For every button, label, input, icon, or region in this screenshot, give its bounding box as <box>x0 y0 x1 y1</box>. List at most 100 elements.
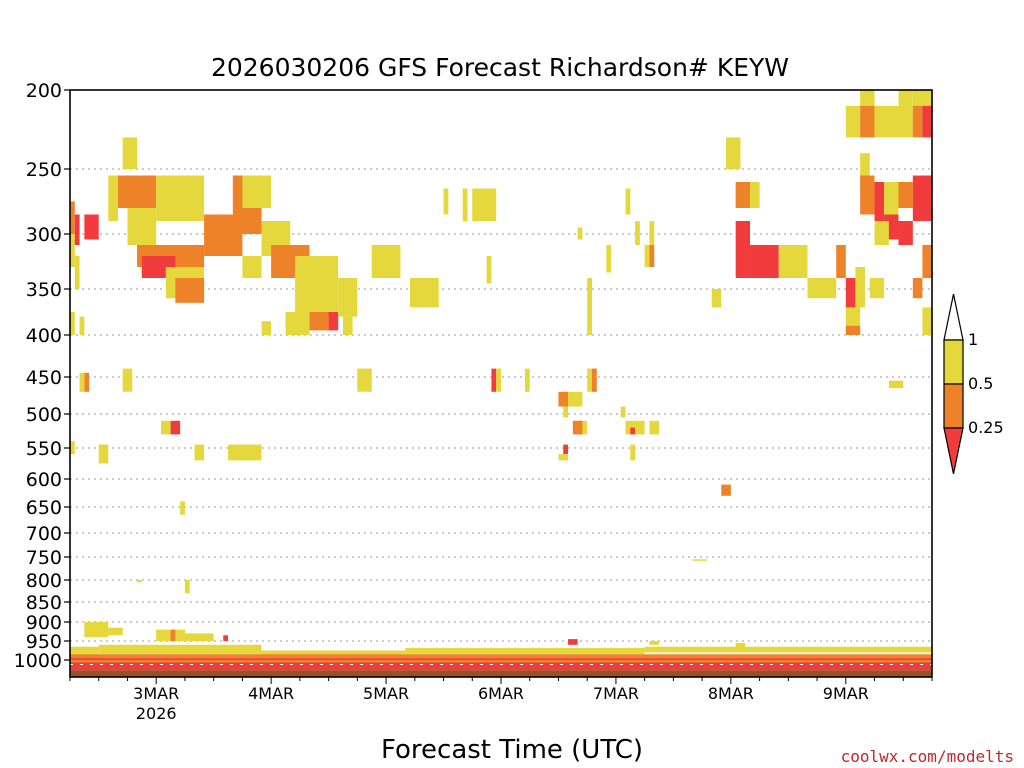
heatmap-cell <box>558 454 569 461</box>
heatmap-cell <box>74 256 80 289</box>
heatmap-cell <box>922 245 932 278</box>
heatmap-cell <box>860 90 875 106</box>
heatmap-cell <box>912 175 932 221</box>
heatmap-cell <box>98 644 262 655</box>
heatmap-cell <box>778 245 808 278</box>
heatmap-cell <box>309 312 329 331</box>
heatmap-cell <box>750 245 779 278</box>
x-tick-label: 5MAR <box>363 684 409 703</box>
heatmap-cell <box>620 406 626 418</box>
heatmap-cell <box>874 105 899 138</box>
gridlines <box>70 168 932 661</box>
heatmap-cell <box>108 175 118 221</box>
heatmap-cell <box>285 312 310 335</box>
heatmap-cell <box>98 444 109 464</box>
heatmap-cell <box>572 420 583 435</box>
heatmap-cell <box>750 182 760 208</box>
heatmap-cell <box>807 278 837 299</box>
heatmap-cell <box>371 245 401 278</box>
heatmap-cell <box>443 188 449 215</box>
heatmap-cell <box>70 654 932 659</box>
heatmap-cell <box>922 105 932 138</box>
heatmap-cell <box>180 501 185 515</box>
heatmap-cell <box>587 278 592 308</box>
x-axis-title: Forecast Time (UTC) <box>381 735 643 765</box>
heatmap-cell <box>261 321 272 335</box>
y-tick-label: 650 <box>26 497 62 519</box>
heatmap-cell <box>342 316 353 335</box>
heatmap-cell <box>874 182 885 221</box>
heatmap-cell <box>912 105 923 138</box>
y-axis: 200 250 300 350 400 450 500 550 600 650 7007508008… <box>14 80 70 672</box>
heatmap-cell <box>860 105 875 138</box>
heatmap-cell <box>912 90 932 106</box>
heatmap-cell <box>630 427 636 435</box>
heatmap-cell <box>261 650 406 657</box>
heatmap-cell <box>606 245 612 273</box>
y-tick-label: 300 <box>26 224 62 246</box>
heatmap-cell <box>70 660 932 663</box>
colorbar-box <box>943 339 964 385</box>
colorbar: 0.25 0.5 1 <box>943 293 1004 475</box>
heatmap-cell <box>898 90 913 138</box>
heatmap-cell <box>223 635 229 641</box>
heatmap-cell <box>242 175 272 208</box>
y-tick-label: 850 <box>26 592 62 614</box>
heatmap-cell <box>898 221 913 245</box>
y-tick-label: 450 <box>26 367 62 389</box>
heatmap-cell <box>644 646 932 653</box>
heatmap-cell <box>462 188 468 221</box>
heatmap-cells <box>70 90 932 671</box>
heatmap-cell <box>726 137 741 169</box>
x-tick-label: 6MAR <box>478 684 524 703</box>
heatmap-cell <box>563 444 569 455</box>
y-tick-label: 800 <box>26 570 62 592</box>
heatmap-cell <box>117 175 157 208</box>
colorbar-label: 1 <box>968 330 978 349</box>
y-tick-label: 900 <box>26 612 62 634</box>
heatmap-cell <box>625 420 636 435</box>
heatmap-cell <box>568 391 583 407</box>
heatmap-cell <box>127 208 157 245</box>
heatmap-cell <box>122 137 138 169</box>
heatmap-cell <box>558 391 569 407</box>
heatmap-cell <box>357 368 372 392</box>
heatmap-cell <box>70 441 75 455</box>
heatmap-cell <box>184 633 214 641</box>
x-tick-label: 9MAR <box>823 684 869 703</box>
heatmap-cell <box>874 221 889 245</box>
heatmap-cell <box>649 221 655 245</box>
x-tick-label: 8MAR <box>708 684 754 703</box>
ground-band <box>70 670 932 677</box>
heatmap-cell <box>563 406 569 418</box>
y-tick-label: 400 <box>26 325 62 347</box>
heatmap-cell <box>649 641 660 645</box>
y-tick-label: 550 <box>26 438 62 460</box>
x-tick-label: 3MAR <box>133 684 179 703</box>
heatmap-cell <box>524 368 530 392</box>
heatmap-cell <box>156 175 205 221</box>
heatmap-cell <box>496 368 501 392</box>
heatmap-cell <box>79 372 85 392</box>
heatmap-cell <box>79 316 85 335</box>
heatmap-cell <box>108 627 123 636</box>
heatmap-cell <box>912 278 923 299</box>
heatmap-cell <box>649 420 660 435</box>
colorbar-label: 0.25 <box>968 418 1004 437</box>
heatmap-cell <box>644 245 650 267</box>
heatmap-cell <box>630 444 636 461</box>
heatmap-cell <box>295 256 339 317</box>
heatmap-cell <box>84 214 99 240</box>
heatmap-cell <box>577 227 583 240</box>
heatmap-cell <box>410 278 439 308</box>
heatmap-cell <box>721 484 731 496</box>
heatmap-cell <box>405 647 645 655</box>
colorbar-top-triangle <box>943 293 964 341</box>
heatmap-cell <box>582 420 588 435</box>
y-tick-label: 700 <box>26 523 62 545</box>
heatmap-cell <box>70 234 75 267</box>
y-tick-label: 950 <box>26 631 62 653</box>
heatmap-cell <box>175 278 205 303</box>
